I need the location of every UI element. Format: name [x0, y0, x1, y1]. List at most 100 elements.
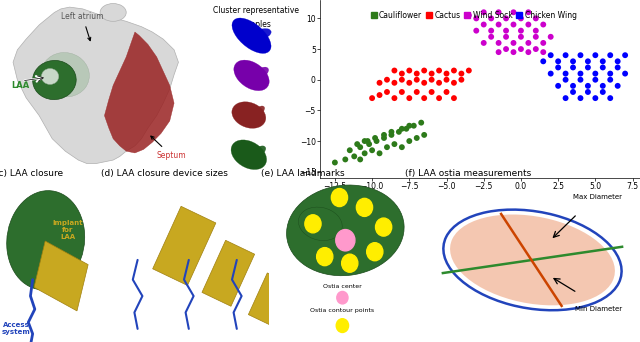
Circle shape: [336, 319, 349, 332]
Point: [360, 150, 370, 156]
Point: [516, 46, 526, 52]
Point: [370, 135, 380, 141]
Text: (c) LAA closure: (c) LAA closure: [0, 169, 63, 178]
Ellipse shape: [100, 3, 126, 21]
Point: [426, 89, 436, 95]
Point: [583, 83, 593, 89]
Point: [568, 58, 578, 64]
Point: [612, 58, 623, 64]
Point: [464, 13, 474, 18]
Point: [397, 71, 407, 76]
Point: [394, 129, 404, 135]
Circle shape: [342, 254, 358, 272]
Point: [561, 77, 571, 82]
Text: Min Diameter: Min Diameter: [575, 306, 622, 312]
Point: [575, 77, 586, 82]
Text: Septum: Septum: [151, 136, 186, 160]
Text: Ostia center: Ostia center: [323, 284, 362, 289]
Legend: Cauliflower, Cactus, Wind Sock, Chicken Wing: Cauliflower, Cactus, Wind Sock, Chicken …: [371, 11, 577, 19]
Polygon shape: [13, 7, 179, 163]
Point: [374, 150, 385, 156]
Point: [538, 49, 548, 55]
Point: [605, 52, 615, 58]
Ellipse shape: [450, 214, 615, 305]
Point: [374, 80, 385, 86]
Point: [531, 34, 541, 40]
Point: [404, 95, 415, 101]
Point: [442, 71, 452, 76]
Point: [352, 141, 362, 147]
Bar: [248, 273, 291, 326]
Point: [486, 28, 496, 34]
Point: [598, 83, 608, 89]
Text: LAA: LAA: [11, 79, 40, 90]
Point: [349, 154, 359, 159]
Ellipse shape: [41, 53, 90, 97]
Point: [367, 95, 377, 101]
Text: (f) LAA ostia measurements: (f) LAA ostia measurements: [405, 169, 531, 178]
Point: [612, 83, 623, 89]
Point: [345, 147, 355, 153]
Circle shape: [356, 198, 372, 216]
Point: [389, 80, 399, 86]
Point: [501, 46, 511, 52]
Text: Ostia contour points: Ostia contour points: [310, 308, 374, 314]
Ellipse shape: [287, 185, 404, 276]
Bar: [34, 241, 88, 311]
Point: [397, 126, 407, 132]
Point: [493, 22, 504, 27]
Point: [355, 157, 365, 162]
Point: [524, 10, 534, 15]
Point: [419, 95, 429, 101]
Point: [605, 77, 615, 82]
Text: Cluster representative: Cluster representative: [213, 6, 299, 15]
Circle shape: [317, 248, 333, 266]
Point: [524, 22, 534, 27]
Point: [501, 34, 511, 40]
Point: [575, 71, 586, 76]
Text: Left atrium: Left atrium: [61, 12, 104, 41]
Point: [367, 147, 377, 153]
Ellipse shape: [231, 140, 267, 170]
Point: [598, 65, 608, 70]
Point: [553, 83, 563, 89]
Text: Implant
for
LAA: Implant for LAA: [52, 220, 83, 240]
Point: [379, 132, 389, 137]
Ellipse shape: [234, 60, 269, 91]
Point: [434, 68, 444, 73]
Ellipse shape: [255, 67, 269, 78]
Point: [605, 71, 615, 76]
Point: [516, 28, 526, 34]
Point: [583, 89, 593, 95]
Ellipse shape: [6, 190, 84, 290]
Point: [382, 77, 392, 82]
Point: [412, 89, 422, 95]
Ellipse shape: [252, 146, 266, 157]
Point: [389, 68, 399, 73]
Point: [575, 95, 586, 101]
Point: [575, 52, 586, 58]
Point: [389, 95, 399, 101]
Point: [364, 141, 374, 147]
Point: [419, 132, 429, 137]
Point: [493, 10, 504, 15]
Point: [404, 80, 415, 86]
Point: [508, 22, 518, 27]
Point: [404, 138, 415, 144]
Point: [524, 49, 534, 55]
Point: [508, 40, 518, 46]
Point: [605, 95, 615, 101]
Point: [412, 77, 422, 82]
Point: [362, 138, 372, 144]
Point: [404, 68, 415, 73]
Point: [598, 89, 608, 95]
Point: [397, 89, 407, 95]
Ellipse shape: [33, 61, 76, 100]
Point: [340, 157, 351, 162]
Point: [456, 71, 467, 76]
Point: [590, 71, 600, 76]
Point: [434, 95, 444, 101]
Point: [612, 65, 623, 70]
Point: [538, 58, 548, 64]
Point: [387, 132, 397, 137]
